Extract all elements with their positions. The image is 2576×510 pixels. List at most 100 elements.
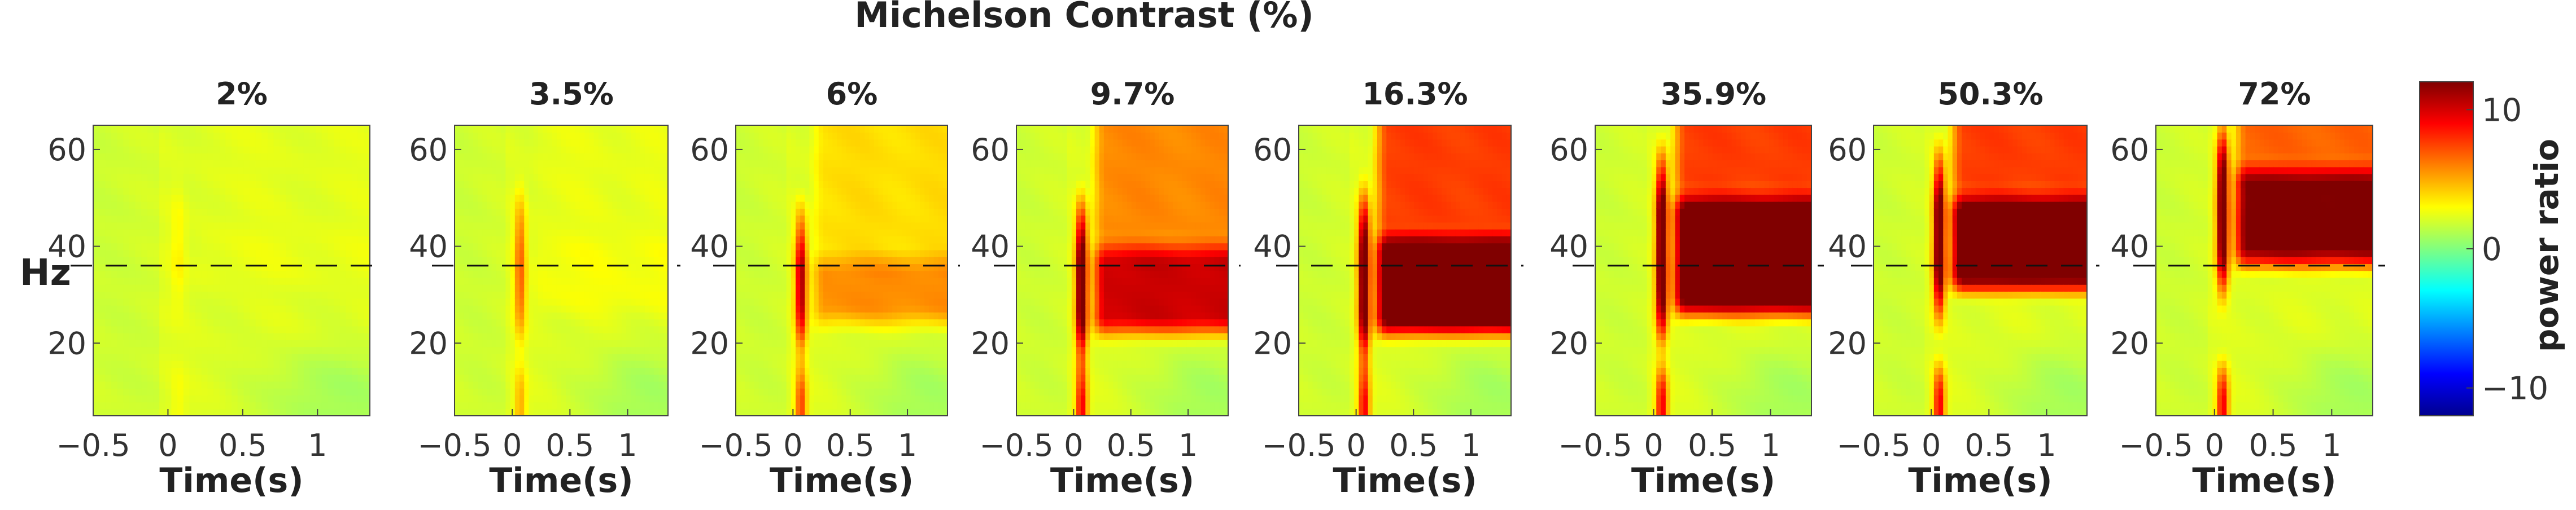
- heatmap-cell: [768, 326, 774, 333]
- heatmap-cell: [473, 243, 478, 250]
- heatmap-cell: [159, 367, 166, 375]
- heatmap-cell: [736, 374, 741, 382]
- heatmap-cell: [195, 340, 202, 348]
- heatmap-cell: [791, 381, 796, 389]
- heatmap-cell: [584, 367, 590, 375]
- heatmap-cell: [663, 215, 669, 223]
- heatmap-cell: [183, 215, 190, 223]
- heatmap-cell: [754, 139, 759, 147]
- heatmap-cell: [781, 360, 787, 368]
- heatmap-cell: [781, 305, 787, 313]
- heatmap-cell: [837, 388, 842, 396]
- heatmap-cell: [745, 256, 750, 265]
- heatmap-cell: [781, 187, 787, 195]
- heatmap-cell: [141, 326, 148, 333]
- heatmap-cell: [501, 215, 507, 223]
- heatmap-cell: [547, 139, 553, 147]
- heatmap-cell: [171, 374, 178, 382]
- heatmap-cell: [758, 374, 764, 382]
- heatmap-cell: [501, 173, 507, 181]
- heatmap-cell: [459, 312, 465, 320]
- heatmap-cell: [261, 298, 268, 306]
- heatmap-cell: [473, 249, 478, 257]
- heatmap-cell: [846, 305, 852, 313]
- heatmap-cell: [795, 346, 801, 354]
- heatmap-cell: [818, 284, 824, 292]
- heatmap-cell: [538, 340, 543, 348]
- heatmap-cell: [207, 291, 214, 299]
- heatmap-cell: [740, 312, 746, 320]
- heatmap-cell: [837, 319, 842, 327]
- heatmap-cell: [800, 305, 806, 313]
- heatmap-cell: [237, 166, 244, 174]
- heatmap-cell: [177, 249, 184, 257]
- heatmap-cell: [189, 263, 196, 271]
- heatmap-cell: [455, 367, 460, 375]
- heatmap-cell: [781, 222, 787, 230]
- heatmap-cell: [273, 201, 281, 209]
- heatmap-cell: [232, 228, 238, 236]
- heatmap-cell: [111, 243, 118, 250]
- heatmap-cell: [740, 367, 746, 375]
- heatmap-cell: [237, 243, 244, 250]
- heatmap-cell: [640, 263, 645, 271]
- heatmap-cell: [364, 215, 370, 223]
- heatmap-cell: [237, 305, 244, 313]
- heatmap-cell: [795, 340, 801, 348]
- heatmap-cell: [846, 215, 852, 223]
- heatmap-cell: [602, 166, 608, 174]
- heatmap-cell: [328, 381, 334, 389]
- heatmap-cell: [213, 201, 220, 209]
- heatmap-cell: [828, 298, 833, 306]
- heatmap-cell: [561, 153, 567, 161]
- heatmap-cell: [261, 277, 268, 285]
- heatmap-cell: [626, 326, 632, 333]
- heatmap-cell: [543, 305, 548, 313]
- heatmap-cell: [177, 319, 184, 327]
- heatmap-cell: [612, 277, 618, 285]
- heatmap-cell: [459, 228, 465, 236]
- heatmap-cell: [303, 298, 311, 306]
- heatmap-cell: [237, 160, 244, 168]
- heatmap-cell: [328, 395, 334, 403]
- heatmap-cell: [243, 249, 250, 257]
- heatmap-cell: [346, 270, 352, 278]
- heatmap-cell: [505, 402, 511, 410]
- heatmap-cell: [621, 263, 627, 271]
- heatmap-cell: [809, 215, 815, 223]
- heatmap-cell: [800, 194, 806, 202]
- heatmap-cell: [635, 201, 641, 209]
- heatmap-cell: [496, 381, 501, 389]
- heatmap-cell: [195, 201, 202, 209]
- heatmap-cell: [552, 298, 557, 306]
- panel-title: 3.5%: [529, 76, 614, 112]
- heatmap-cell: [598, 319, 604, 327]
- heatmap-cell: [473, 277, 478, 285]
- heatmap-cell: [777, 236, 783, 244]
- heatmap-cell: [556, 215, 562, 223]
- heatmap-cell: [255, 395, 263, 403]
- heatmap-cell: [487, 160, 492, 168]
- heatmap-cell: [117, 222, 124, 230]
- heatmap-cell: [529, 408, 534, 416]
- heatmap-cell: [195, 132, 202, 140]
- heatmap-cell: [207, 305, 214, 313]
- heatmap-cell: [468, 166, 474, 174]
- heatmap-cell: [303, 153, 311, 161]
- heatmap-cell: [147, 243, 154, 250]
- heatmap-cell: [841, 402, 847, 410]
- heatmap-cell: [570, 243, 576, 250]
- heatmap-cell: [593, 181, 599, 188]
- heatmap-cell: [491, 132, 497, 140]
- heatmap-cell: [171, 194, 178, 202]
- heatmap-cell: [640, 201, 645, 209]
- heatmap-cell: [745, 402, 750, 410]
- heatmap-cell: [237, 153, 244, 161]
- heatmap-cell: [524, 228, 530, 236]
- heatmap-cell: [818, 243, 824, 250]
- heatmap-cell: [93, 256, 100, 265]
- heatmap-cell: [640, 228, 645, 236]
- heatmap-cell: [93, 153, 100, 161]
- heatmap-cell: [556, 346, 562, 354]
- heatmap-cell: [621, 277, 627, 285]
